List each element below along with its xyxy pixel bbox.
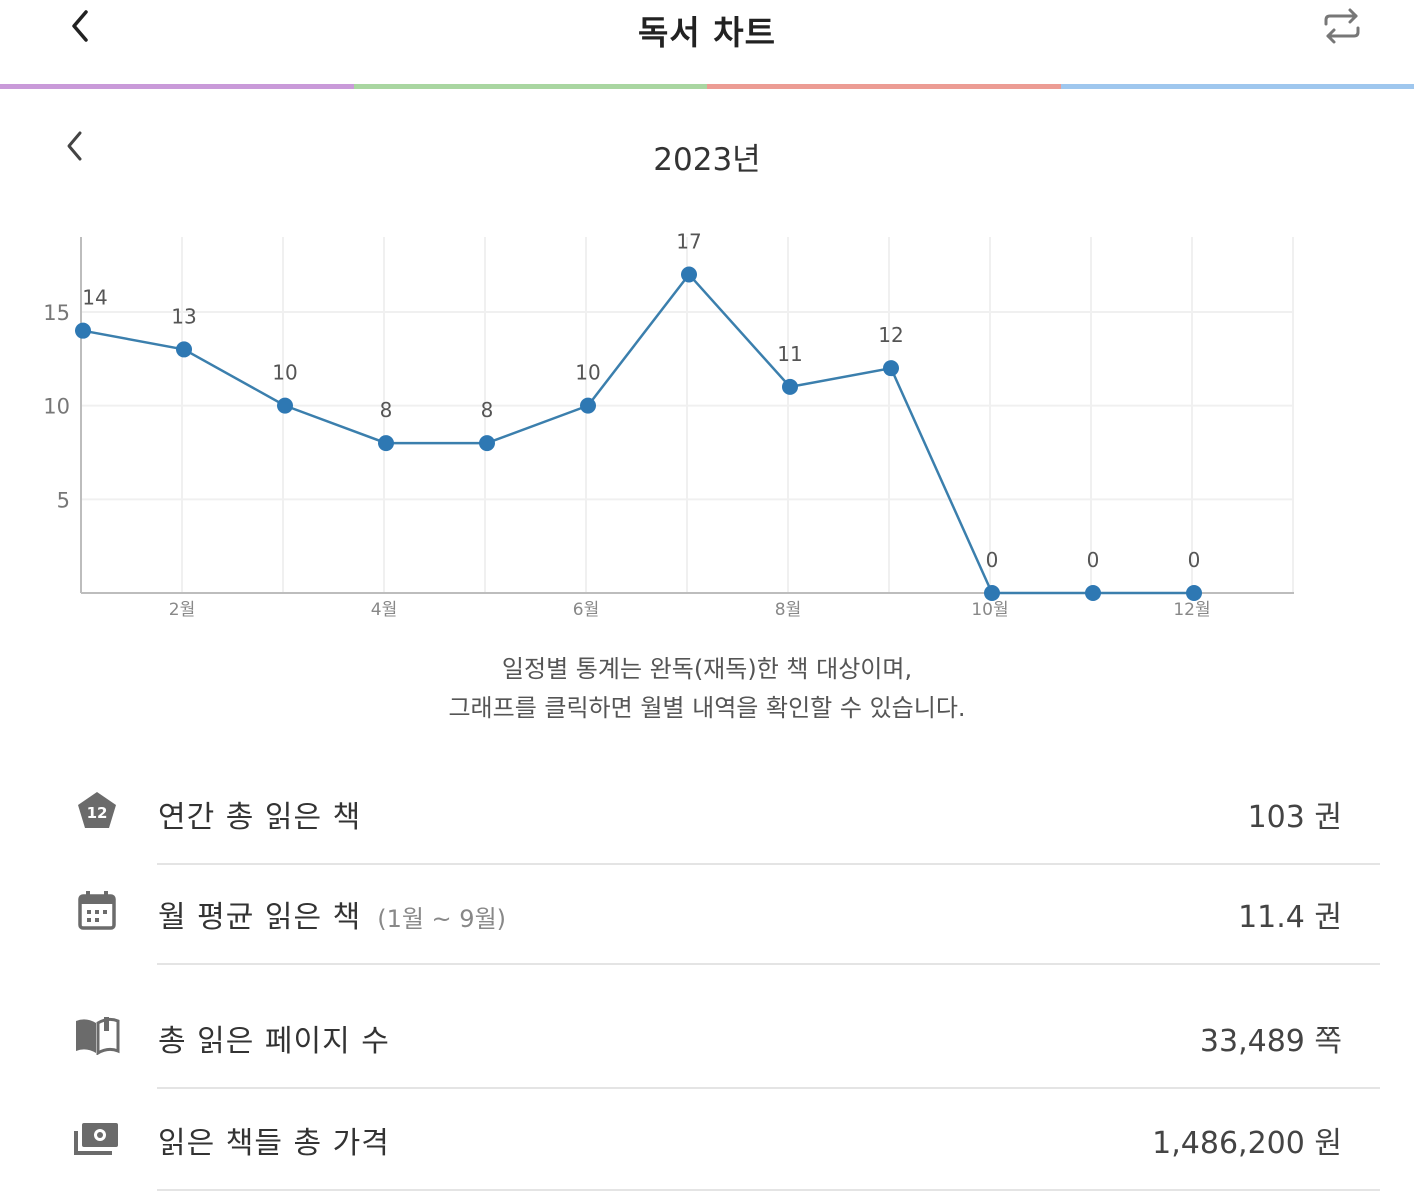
data-label: 13 [171, 304, 196, 328]
color-tab-bar [0, 84, 1414, 89]
stat-yearly-total[interactable]: 12 연간 총 읽은 책 103 권 [60, 762, 1380, 865]
divider [157, 1087, 1380, 1089]
data-point[interactable] [782, 378, 798, 395]
chart-note: 일정별 통계는 완독(재독)한 책 대상이며, 그래프를 클릭하면 월별 내역을… [0, 650, 1414, 728]
color-tab-2[interactable] [353, 84, 707, 89]
back-button[interactable] [58, 4, 102, 48]
badge-12-icon: 12 [74, 788, 120, 834]
stat-label: 월 평균 읽은 책 (1월 ~ 9월) [158, 892, 506, 936]
color-tab-3[interactable] [707, 84, 1061, 89]
x-tick-label: 4월 [371, 600, 397, 620]
data-point[interactable] [580, 397, 596, 414]
data-point[interactable] [984, 585, 1000, 601]
y-tick-label: 10 [43, 395, 70, 419]
stat-label: 읽은 책들 총 가격 [158, 1126, 390, 1161]
stat-value: 11.4 권 [1238, 900, 1342, 935]
data-label: 12 [878, 323, 903, 347]
stat-value: 1,486,200 원 [1152, 1126, 1342, 1161]
badge-12-text: 12 [87, 804, 108, 822]
color-tab-1[interactable] [0, 84, 354, 89]
divider [157, 863, 1380, 865]
data-point[interactable] [1186, 585, 1202, 601]
data-label: 11 [777, 342, 802, 366]
stat-label-text: 월 평균 읽은 책 [158, 900, 362, 935]
stat-total-price[interactable]: 읽은 책들 총 가격 1,486,200 원 [60, 1088, 1380, 1191]
stat-monthly-average[interactable]: 월 평균 읽은 책 (1월 ~ 9월) 11.4 권 [60, 862, 1380, 965]
data-label: 0 [1188, 548, 1201, 572]
x-tick-label: 2월 [169, 600, 195, 620]
data-point[interactable] [277, 397, 293, 414]
data-point[interactable] [1085, 585, 1101, 601]
x-tick-label: 10월 [971, 600, 1008, 620]
data-label: 8 [380, 398, 393, 422]
app-header: 독서 차트 [0, 0, 1414, 86]
divider [157, 1189, 1380, 1191]
stat-total-pages[interactable]: 총 읽은 페이지 수 33,489 쪽 [60, 986, 1380, 1089]
data-point[interactable] [75, 322, 91, 339]
stat-value: 103 권 [1247, 800, 1342, 835]
data-label: 10 [272, 361, 297, 385]
divider [157, 963, 1380, 965]
year-label: 2023년 [653, 142, 761, 178]
money-icon [74, 1114, 120, 1160]
data-point[interactable] [176, 341, 192, 358]
open-book-icon [74, 1012, 120, 1058]
stat-label: 총 읽은 페이지 수 [158, 1024, 390, 1059]
data-point[interactable] [378, 435, 394, 452]
data-label: 0 [986, 548, 999, 572]
stat-sub-label: (1월 ~ 9월) [377, 905, 507, 933]
x-tick-label: 12월 [1173, 600, 1210, 620]
chevron-left-icon [72, 10, 88, 42]
previous-year-button[interactable] [54, 124, 94, 168]
data-point[interactable] [883, 360, 899, 377]
stat-value: 33,489 쪽 [1199, 1024, 1342, 1059]
data-label: 10 [575, 361, 600, 385]
swap-button[interactable] [1318, 4, 1366, 48]
monthly-reading-chart[interactable]: 5 10 15 2월 4월 6월 8월 10월 12월 14 13 10 8 8 10 17 11 12 0 0 0 [0, 225, 1414, 635]
line-chart-svg[interactable]: 5 10 15 2월 4월 6월 8월 10월 12월 14 13 10 8 8 10 17 11 12 0 0 0 [0, 225, 1414, 635]
chart-note-line-2: 그래프를 클릭하면 월별 내역을 확인할 수 있습니다. [448, 694, 966, 722]
page-title: 독서 차트 [638, 13, 776, 52]
swap-arrows-icon [1324, 8, 1360, 44]
data-point[interactable] [681, 266, 697, 283]
color-tab-4[interactable] [1060, 84, 1414, 89]
y-tick-label: 15 [43, 301, 70, 325]
y-tick-label: 5 [57, 488, 70, 512]
data-label: 17 [676, 229, 701, 253]
chevron-left-icon [67, 131, 82, 161]
data-point[interactable] [479, 435, 495, 452]
x-tick-label: 8월 [775, 600, 801, 620]
series-line [82, 273, 1194, 595]
chart-note-line-1: 일정별 통계는 완독(재독)한 책 대상이며, [501, 655, 913, 683]
data-label: 0 [1087, 548, 1100, 572]
data-label: 8 [481, 398, 494, 422]
x-tick-label: 6월 [573, 600, 599, 620]
data-label: 14 [82, 286, 107, 310]
calendar-icon [74, 888, 120, 934]
stat-label: 연간 총 읽은 책 [158, 800, 362, 835]
